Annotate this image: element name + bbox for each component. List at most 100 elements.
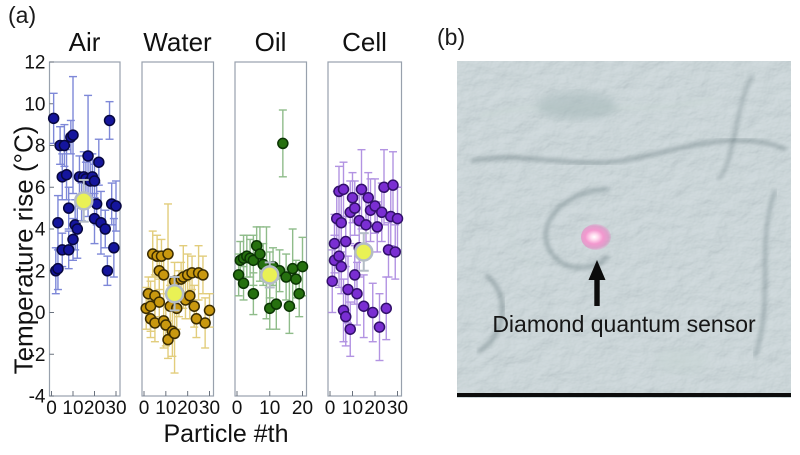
y-tick-label: 8: [35, 136, 46, 157]
scatter-point: [237, 277, 250, 290]
scatter-point: [171, 302, 183, 315]
scatter-point: [290, 273, 302, 285]
scatter-point: [373, 321, 386, 333]
scatter-point: [362, 191, 374, 204]
scatter-point: [270, 298, 283, 310]
subplot-oil: 0 10 20: [232, 61, 313, 419]
scatter-point: [349, 202, 361, 214]
x-tick-label: 20: [364, 398, 385, 419]
scatter-point: [387, 179, 399, 191]
x-tick-label: 30: [199, 398, 220, 419]
scatter-point: [344, 323, 356, 335]
scatter-point: [62, 244, 75, 256]
scatter-point: [283, 300, 296, 312]
y-tick-label: -2: [29, 345, 46, 366]
cell-texture-lines: [470, 74, 787, 373]
scatter-point: [67, 129, 79, 141]
scatter-point: [380, 302, 392, 315]
scatter-point: [52, 262, 64, 275]
scatter-point: [328, 237, 341, 250]
scatter-point: [340, 310, 352, 323]
micrograph-caption: Diamond quantum sensor: [492, 311, 756, 337]
scatter-point: [58, 139, 71, 152]
mean-marker: [354, 242, 374, 262]
scatter-point: [342, 283, 354, 296]
scatter-point: [203, 304, 216, 317]
x-tick-label: 0: [232, 398, 243, 419]
scatter-point: [62, 202, 75, 214]
scatter-point: [367, 306, 379, 319]
scatter-point: [391, 212, 404, 225]
y-tick-label: 2: [35, 261, 46, 282]
scatter-point: [153, 296, 166, 308]
panel-title-air: Air: [68, 27, 101, 57]
x-tick-label: 10: [259, 398, 280, 419]
arrow-up-icon: [588, 260, 606, 306]
scatter-point: [52, 216, 64, 229]
scatter-point: [335, 216, 347, 229]
panel-title-cell: Cell: [342, 27, 387, 57]
scatter-point: [389, 246, 401, 258]
x-tick-label: 10: [155, 398, 176, 419]
micrograph-texture: [457, 61, 791, 398]
x-axis-label: Particle #th: [163, 420, 289, 448]
scatter-point: [71, 223, 84, 235]
scatter-point: [108, 242, 120, 254]
scatter-point: [337, 183, 350, 196]
y-tick-label: 0: [35, 303, 46, 324]
scatter-point: [184, 290, 196, 302]
scatter-point: [188, 300, 200, 312]
scatter-point: [232, 269, 245, 281]
micrograph-bottom-line: [457, 393, 791, 397]
scatter-point: [296, 260, 309, 273]
scatter-point: [168, 327, 181, 340]
x-tick-label: 20: [292, 398, 313, 419]
mean-marker: [164, 283, 185, 304]
scatter-point: [197, 269, 209, 281]
x-tick-label: 0: [325, 398, 336, 419]
panel-title-water: Water: [143, 27, 212, 57]
scatter-point: [88, 175, 101, 187]
x-tick-label: 10: [62, 398, 83, 419]
scatter-point: [351, 287, 363, 300]
scatter-point: [67, 233, 79, 246]
panel-title-oil: Oil: [254, 27, 287, 57]
mean-marker: [260, 265, 280, 285]
panel-b-label: (b): [437, 24, 466, 50]
scatter-point: [110, 200, 122, 212]
x-tick-label: 0: [46, 398, 57, 419]
scatter-point: [93, 156, 105, 168]
scatter-point: [340, 235, 352, 248]
y-tick-label: 10: [24, 94, 45, 115]
x-tick-label: 30: [387, 398, 408, 419]
scatter-point: [99, 223, 111, 235]
x-tick-label: 0: [139, 398, 150, 419]
x-tick-label: 10: [342, 398, 363, 419]
scatter-point: [103, 114, 116, 127]
y-tick-label: 6: [35, 178, 46, 199]
scatter-point: [293, 287, 305, 300]
micrograph-image: Diamond quantum sensor: [457, 61, 791, 398]
scatter-point: [376, 206, 388, 219]
scatter-point: [360, 219, 372, 231]
x-tick-label: 30: [105, 398, 126, 419]
scatter-point: [346, 191, 359, 204]
x-tick-label: 20: [84, 398, 105, 419]
subplot-cell: 0 10 20 30: [325, 61, 408, 419]
y-tick-label: 12: [24, 53, 45, 74]
y-tick-label: -4: [29, 387, 46, 408]
scatter-point: [60, 168, 73, 181]
scatter-point: [326, 275, 338, 287]
y-tick-label: 4: [35, 220, 46, 241]
scatter-point: [371, 221, 383, 233]
scatter-point: [254, 248, 266, 260]
mean-marker: [74, 191, 94, 211]
scatter-point: [286, 262, 299, 275]
scatter-point: [162, 248, 174, 260]
panel-a-label: (a): [8, 2, 37, 28]
scatter-point: [349, 269, 361, 281]
scatter-point: [47, 112, 60, 125]
